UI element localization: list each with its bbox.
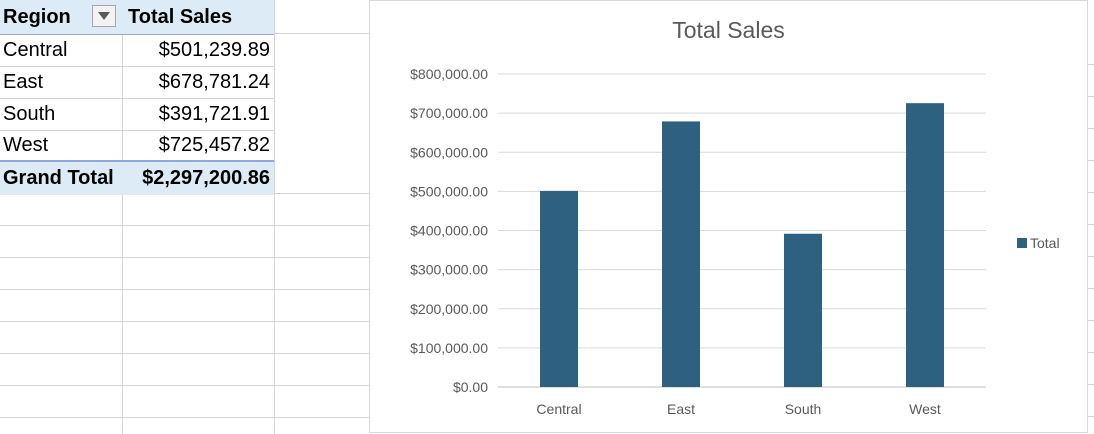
row-gridline [1088,320,1094,321]
y-tick-label: $400,000.00 [410,223,488,239]
chart-title[interactable]: Total Sales [672,17,785,43]
pivot-row[interactable]: South $391,721.91 [0,98,274,131]
total-cell[interactable]: $725,457.82 [158,133,270,156]
column-gridline [274,0,275,434]
row-gridline [0,225,369,226]
row-gridline [1088,128,1094,129]
row-gridline [1088,192,1094,193]
pivot-chart[interactable]: Total Sales $0.00 $100,000.00 $200,000.00 $… [369,0,1088,433]
row-gridline [274,33,369,34]
region-cell[interactable]: Central [3,38,68,61]
row-gridline [0,289,369,290]
x-tick-label: South [785,401,822,417]
chevron-down-icon [98,12,110,20]
pivot-grand-total-row[interactable]: Grand Total $2,297,200.86 [0,160,274,195]
row-gridline [0,321,369,322]
row-gridline [1088,256,1094,257]
y-tick-label: $500,000.00 [410,183,488,199]
y-tick-label: $100,000.00 [410,340,488,356]
bar [662,121,700,387]
grand-total-value[interactable]: $2,297,200.86 [142,167,270,189]
total-cell[interactable]: $501,239.89 [158,38,270,61]
x-tick-label: East [667,401,695,417]
row-gridline [0,257,369,258]
column-gridline [122,0,123,434]
grand-total-label[interactable]: Grand Total [3,167,114,189]
y-tick-label: $200,000.00 [410,301,488,317]
row-gridline [1088,352,1094,353]
total-cell[interactable]: $391,721.91 [158,102,270,125]
pivot-row[interactable]: West $725,457.82 [0,130,274,160]
row-gridline [1088,288,1094,289]
pivot-value-header[interactable]: Total Sales [128,5,233,28]
region-cell[interactable]: East [3,70,44,93]
y-tick-label: $700,000.00 [410,105,488,121]
row-gridline [0,417,369,418]
y-tick-label: $800,000.00 [410,66,488,82]
filter-dropdown-icon[interactable] [92,5,116,27]
y-tick-label: $300,000.00 [410,262,488,278]
x-tick-label: Central [536,401,581,417]
pivot-header-row: Region Total Sales [0,0,274,35]
row-gridline [1088,160,1094,161]
bar [906,103,944,388]
pivot-row[interactable]: East $678,781.24 [0,66,274,99]
bar [784,233,822,387]
legend-label: Total [1030,235,1060,251]
y-tick-label: $0.00 [453,379,488,395]
row-gridline [1088,64,1094,65]
row-gridline [0,385,369,386]
chart-plot: $0.00 $100,000.00 $200,000.00 $300,000.00 $4… [410,66,1060,417]
region-cell[interactable]: West [3,133,49,156]
bar [540,190,578,387]
region-cell[interactable]: South [3,102,56,125]
pivot-row[interactable]: Central $501,239.89 [0,34,274,67]
x-tick-label: West [909,401,941,417]
row-gridline [1088,224,1094,225]
row-gridline [1088,96,1094,97]
row-gridline [0,353,369,354]
y-tick-label: $600,000.00 [410,144,488,160]
row-gridline [1088,384,1094,385]
total-cell[interactable]: $678,781.24 [158,70,270,93]
row-gridline [1088,416,1094,417]
pivot-row-label-header[interactable]: Region [3,5,71,28]
legend-swatch [1017,238,1027,248]
